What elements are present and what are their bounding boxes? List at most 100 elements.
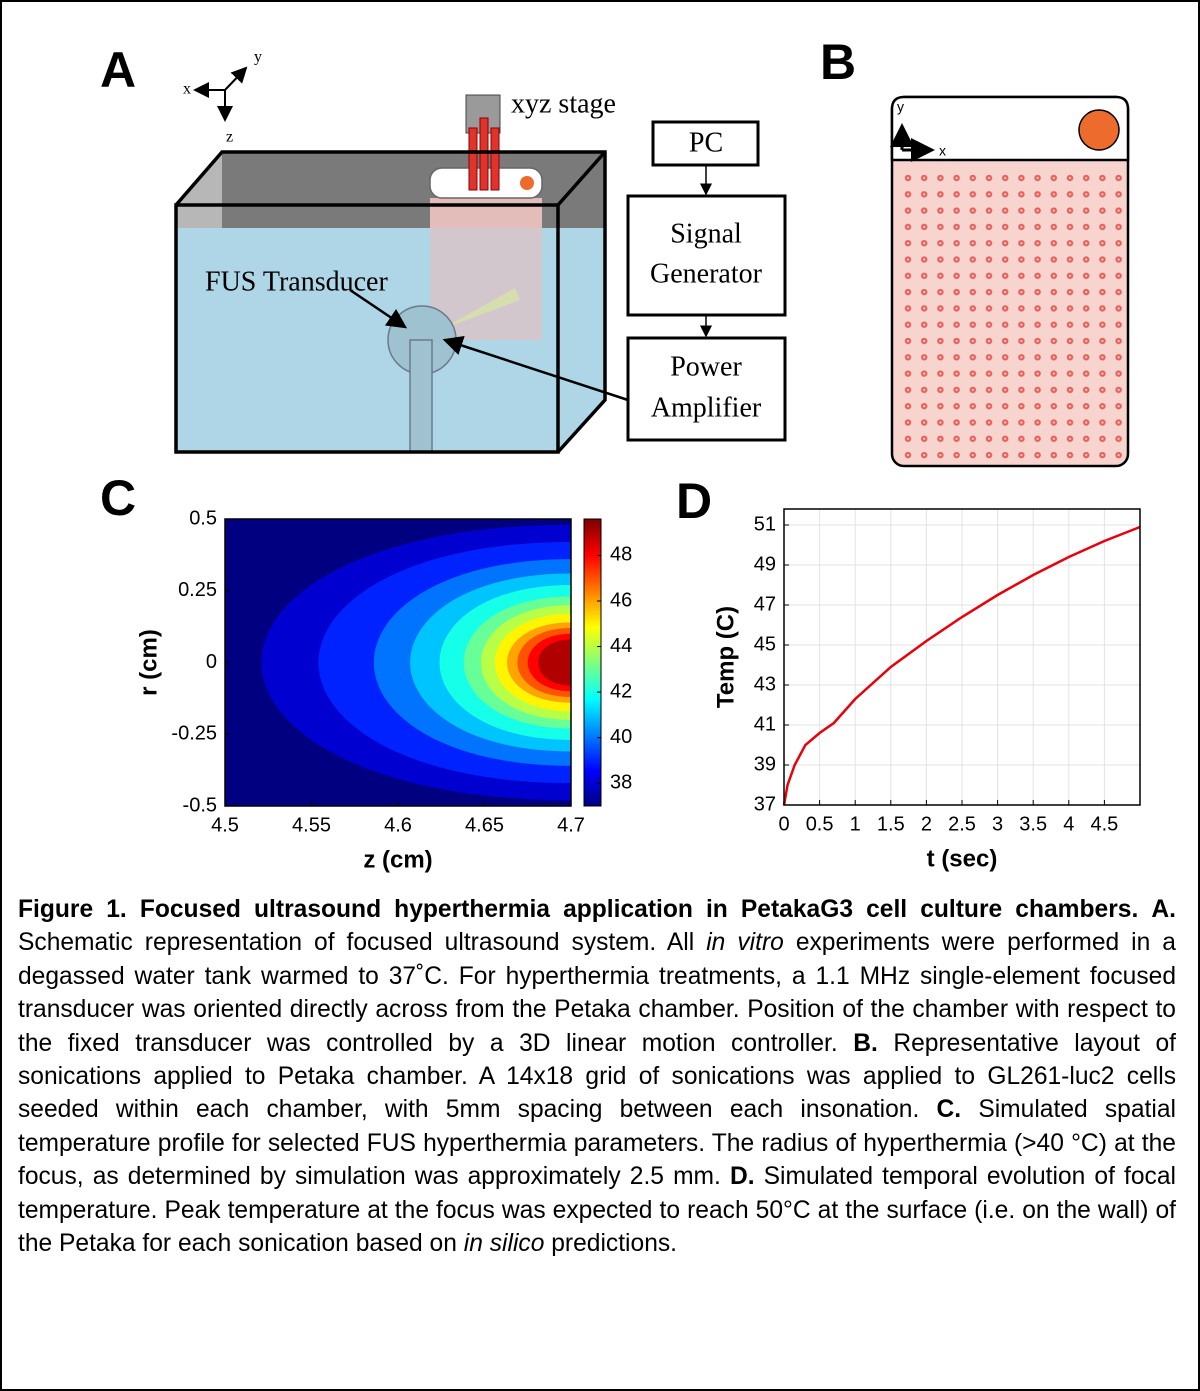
colorbar-step [584,638,601,642]
box-label: Amplifier [651,392,762,423]
colorbar-step [584,731,601,735]
colorbar-step [584,672,601,675]
y-tick-label: 43 [754,673,776,695]
panel-letter: A [100,42,136,98]
petaka-chamber [890,95,1130,468]
colorbar-step [584,645,601,649]
y-tick-label: 47 [754,593,776,615]
colorbar-step [584,743,601,747]
colorbar-step [584,736,601,740]
x-tick-label: 2 [921,813,932,835]
colorbar-step [584,614,601,618]
colorbar-step [584,724,601,728]
colorbar-step [584,729,601,733]
colorbar-step [584,695,601,699]
colorbar-step [584,550,601,553]
data-line [782,525,1141,806]
x-tick-label: 3.5 [1019,813,1047,835]
box-label: Generator [650,258,763,289]
colorbar-step [584,758,601,762]
colorbar-step [584,648,601,652]
y-tick-label: -0.25 [171,723,217,745]
colorbar-step [584,574,601,577]
colorbar-step [584,626,601,630]
colorbar-step [584,600,601,604]
water-tank [174,94,607,454]
colorbar-step [584,617,601,620]
caption-title: Figure 1. Focused ultrasound hyperthermi… [18,896,1139,923]
colorbar-step [584,566,601,570]
panel-letter: C [100,470,136,526]
caption-text: C. [936,1096,962,1124]
caption-text: Simulated spatial temperature profile fo… [18,1096,1176,1191]
colorbar-step [584,681,601,685]
y-tick-label: 0.5 [189,507,217,529]
caption-text: B. [853,1029,878,1057]
axes-icon [193,66,248,122]
colorbar-step [584,684,601,687]
colorbar-step [584,624,601,628]
colorbar-step [584,722,601,726]
x-tick-label: 4.65 [465,814,504,836]
colorbar-step [584,619,601,623]
caption-text: in vitro [706,929,784,957]
colorbar-step [584,774,601,778]
colorbar-step [584,727,601,730]
caption-text: D. [729,1163,755,1191]
contour-band [538,639,571,686]
colorbar-step [584,569,601,573]
colorbar-step [584,669,601,673]
colorbar-step [584,741,601,745]
colorbar-step [584,693,601,697]
colorbar-step [584,765,601,769]
colorbar-step [584,530,601,534]
colorbar-step [584,538,601,542]
y-tick-label: 41 [754,713,776,735]
colorbar-step [584,578,601,582]
colorbar-step [584,660,601,663]
colorbar-step [584,595,601,599]
colorbar-step [584,602,601,606]
x-tick-label: 4.7 [557,814,585,836]
y-tick-label: 45 [754,633,776,655]
colorbar-step [584,691,601,695]
caption-text: Representative layout of sonications app… [18,1029,1176,1124]
colorbar-tick-label: 40 [610,726,632,748]
caption-text: predictions. [551,1230,678,1258]
colorbar-step [584,698,601,702]
colorbar-step [584,588,601,592]
colorbar-step [584,581,601,585]
stage-label: xyz stage [511,88,616,119]
x-tick-label: 1 [850,813,861,835]
colorbar-step [584,772,601,776]
colorbar-tick-label: 42 [610,680,632,702]
y-axis-label: r (cm) [135,629,162,696]
x-tick-label: 3 [992,813,1003,835]
figure: A x y z xyz stage FUS Transducer [100,34,1141,873]
colorbar-step [584,526,601,530]
colorbar-step [584,629,601,632]
colorbar-step [584,710,601,714]
colorbar-step [584,798,601,802]
colorbar-step [584,786,601,790]
caption-text: in silico [463,1230,545,1258]
colorbar-step [584,779,601,783]
y-tick-label: 39 [754,753,776,775]
colorbar-step [584,803,601,807]
colorbar-step [584,597,601,601]
colorbar-step [584,562,601,565]
colorbar-step [584,540,601,544]
transducer-label: FUS Transducer [205,266,388,297]
colorbar-step [584,679,601,683]
colorbar-step [584,705,601,709]
y-tick-label: 51 [754,513,776,535]
box-label: Power [670,351,742,382]
colorbar-step [584,542,601,546]
colorbar-step [584,643,601,647]
caption-text: Simulated temporal evolution of focal te… [18,1163,1176,1258]
x-tick-label: 0.5 [806,813,834,835]
colorbar-step [584,605,601,608]
colorbar-tick-label: 38 [610,772,632,794]
colorbar-step [584,748,601,752]
